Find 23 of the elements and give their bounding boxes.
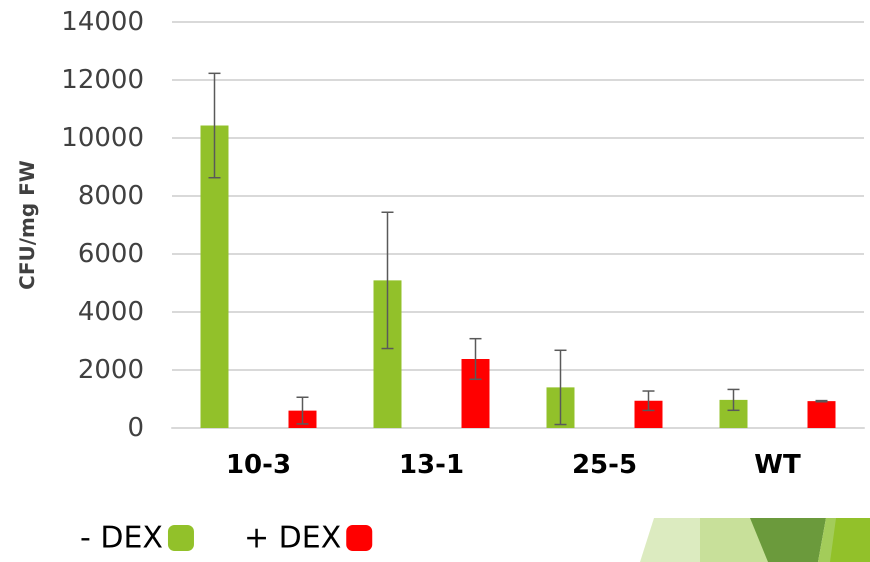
y-tick-label: 12000 bbox=[61, 65, 144, 95]
bar bbox=[374, 280, 402, 428]
bar bbox=[462, 358, 490, 428]
x-tick-label: 10-3 bbox=[226, 450, 292, 480]
y-tick-label: 14000 bbox=[61, 7, 144, 37]
y-tick-label: 0 bbox=[127, 413, 144, 443]
bar bbox=[546, 387, 574, 428]
y-tick-label: 10000 bbox=[61, 123, 144, 153]
x-tick-label: 13-1 bbox=[398, 450, 464, 480]
bar bbox=[808, 401, 836, 428]
legend-label: + DEX bbox=[244, 520, 342, 556]
y-tick-label: 6000 bbox=[78, 239, 144, 269]
x-tick-label: WT bbox=[754, 450, 801, 480]
y-tick-label: 8000 bbox=[78, 181, 144, 211]
bar bbox=[720, 400, 748, 428]
bar bbox=[288, 410, 316, 428]
y-axis-title: CFU/mg FW bbox=[15, 160, 39, 290]
y-tick-label: 2000 bbox=[78, 355, 144, 385]
y-tick-label: 4000 bbox=[78, 297, 144, 327]
bar bbox=[200, 126, 228, 428]
legend-label: - DEX bbox=[80, 520, 163, 556]
bar bbox=[634, 400, 662, 428]
x-tick-label: 25-5 bbox=[572, 450, 638, 480]
